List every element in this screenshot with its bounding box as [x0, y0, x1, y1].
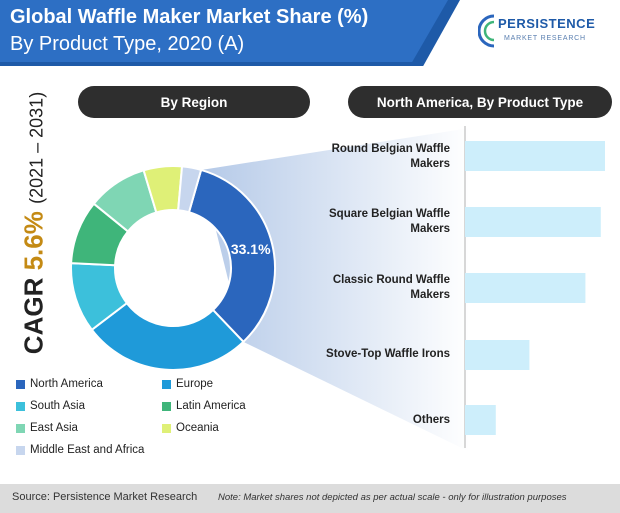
- legend-item-latin-america: Latin America: [162, 400, 246, 412]
- donut-slice-middle-east-and-africa: [177, 165, 203, 214]
- legend-label: Middle East and Africa: [30, 444, 145, 456]
- legend-label: Europe: [176, 378, 214, 390]
- bar-chart: [465, 141, 605, 435]
- note-text: Note: Market shares not depicted as per …: [218, 492, 567, 503]
- legend-item-north-america: North America: [16, 378, 103, 390]
- bar-label-classic-round: Classic Round Waffle Makers: [300, 273, 450, 303]
- legend-label: East Asia: [30, 422, 78, 434]
- source-text: Source: Persistence Market Research: [12, 491, 198, 503]
- bar-label-square-belgian: Square Belgian Waffle Makers: [300, 207, 450, 237]
- chart-title: Global Waffle Maker Market Share (%): [10, 6, 369, 28]
- bar-round-belgian-waffle-makers: [465, 141, 605, 171]
- legend-swatch: [16, 401, 25, 411]
- legend-swatch: [162, 423, 171, 433]
- donut-slice-europe: [90, 301, 245, 371]
- bar-label-stove-top: Stove-Top Waffle Irons: [300, 347, 450, 362]
- chart-subtitle: By Product Type, 2020 (A): [10, 33, 245, 55]
- bar-label-line: Round Belgian Waffle: [331, 143, 450, 155]
- donut-data-label: 33.1%: [231, 241, 271, 257]
- legend-label: Oceania: [176, 422, 219, 434]
- bar-label-round-belgian: Round Belgian Waffle Makers: [300, 142, 450, 172]
- legend: North America Europe South Asia Latin Am…: [16, 378, 316, 468]
- legend-item-south-asia: South Asia: [16, 400, 85, 412]
- legend-label: North America: [30, 378, 103, 390]
- panel-title-region: By Region: [78, 86, 310, 118]
- bar-label-line: Stove-Top Waffle Irons: [326, 348, 450, 360]
- logo-subtitle: MARKET RESEARCH: [504, 35, 586, 42]
- legend-item-east-asia: East Asia: [16, 422, 78, 434]
- bar-others: [465, 405, 496, 435]
- footer: Source: Persistence Market Research Note…: [0, 484, 620, 513]
- bar-label-line: Square Belgian Waffle: [329, 208, 450, 220]
- legend-label: Latin America: [176, 400, 246, 412]
- bar-label-line: Others: [412, 414, 450, 426]
- logo-arc-icon: [478, 14, 495, 48]
- legend-item-oceania: Oceania: [162, 422, 219, 434]
- donut-chart: 33.1%: [70, 165, 276, 371]
- bar-label-line: Makers: [410, 289, 450, 301]
- legend-item-middle-east-africa: Middle East and Africa: [16, 444, 144, 456]
- header-band-front: [0, 0, 448, 62]
- legend-swatch: [16, 445, 25, 455]
- legend-swatch: [16, 423, 25, 433]
- legend-swatch: [16, 379, 25, 389]
- bar-square-belgian-waffle-makers: [465, 207, 601, 237]
- panel-title-product-type: North America, By Product Type: [348, 86, 612, 118]
- legend-swatch: [162, 379, 171, 389]
- highlight-beam: [201, 128, 471, 452]
- donut-slice-north-america: [187, 168, 276, 344]
- bar-label-line: Makers: [410, 223, 450, 235]
- legend-item-europe: Europe: [162, 378, 213, 390]
- bar-stove-top-waffle-irons: [465, 340, 530, 370]
- bar-label-others: Others: [300, 413, 450, 428]
- bar-label-line: Makers: [410, 158, 450, 170]
- brand-logo: PERSISTENCE MARKET RESEARCH: [478, 12, 614, 56]
- header-banner: Global Waffle Maker Market Share (%) By …: [0, 0, 620, 70]
- legend-swatch: [162, 401, 171, 411]
- legend-label: South Asia: [30, 400, 85, 412]
- logo-name: PERSISTENCE: [498, 16, 596, 31]
- bar-classic-round-waffle-makers: [465, 273, 586, 303]
- bar-label-line: Classic Round Waffle: [332, 274, 450, 286]
